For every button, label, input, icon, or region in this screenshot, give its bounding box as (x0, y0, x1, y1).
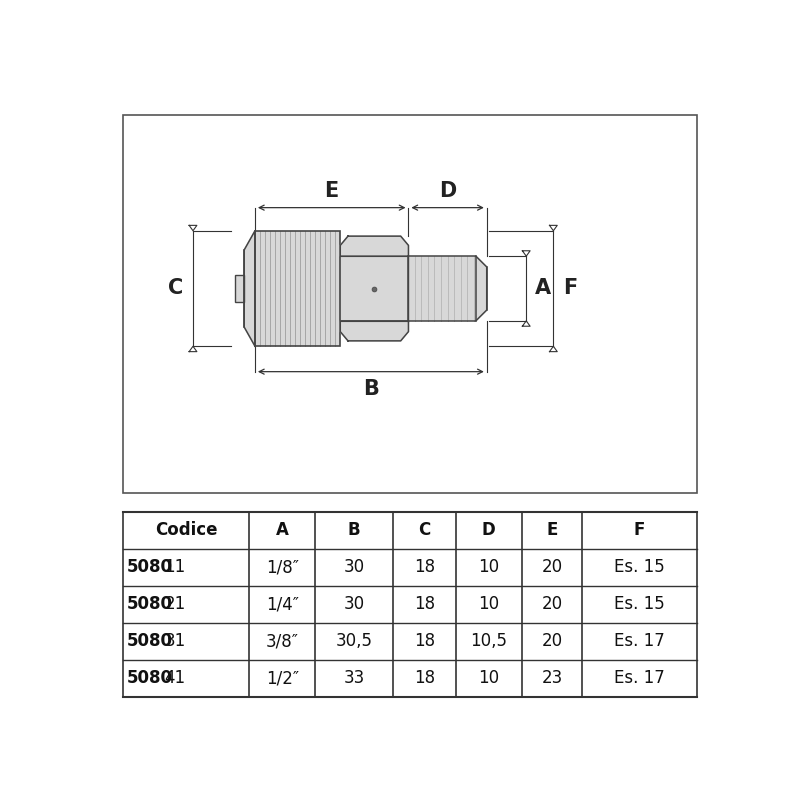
Text: 18: 18 (414, 669, 435, 687)
Text: 41: 41 (164, 669, 186, 687)
Polygon shape (476, 256, 486, 321)
Text: 30,5: 30,5 (335, 632, 373, 650)
Bar (255, 230, 340, 346)
Text: 21: 21 (164, 595, 186, 613)
Text: Es. 15: Es. 15 (614, 558, 665, 576)
Text: 33: 33 (343, 669, 365, 687)
Text: 11: 11 (164, 558, 186, 576)
Bar (235, 274, 244, 302)
Text: 10,5: 10,5 (470, 632, 507, 650)
Text: 1/4″: 1/4″ (266, 595, 299, 613)
Text: F: F (563, 278, 578, 298)
Text: 23: 23 (542, 669, 562, 687)
Bar (123, 512, 697, 697)
Text: D: D (482, 522, 496, 539)
Text: C: C (418, 522, 430, 539)
Text: 10: 10 (478, 558, 499, 576)
Text: Es. 17: Es. 17 (614, 669, 665, 687)
Text: F: F (634, 522, 645, 539)
Text: 31: 31 (164, 632, 186, 650)
Text: 30: 30 (343, 595, 365, 613)
Text: Es. 17: Es. 17 (614, 632, 665, 650)
Text: E: E (546, 522, 558, 539)
Text: 10: 10 (478, 595, 499, 613)
Text: 5080: 5080 (127, 632, 173, 650)
Text: B: B (348, 522, 360, 539)
Text: 30: 30 (343, 558, 365, 576)
Text: 10: 10 (478, 669, 499, 687)
Text: 20: 20 (542, 632, 562, 650)
Text: B: B (363, 378, 379, 398)
Text: 1/8″: 1/8″ (266, 558, 299, 576)
Polygon shape (340, 236, 409, 256)
Text: D: D (439, 181, 456, 201)
Text: C: C (168, 278, 183, 298)
Bar (123, 115, 697, 493)
Bar (409, 256, 476, 321)
Bar (409, 256, 476, 321)
Text: Es. 15: Es. 15 (614, 595, 665, 613)
Text: A: A (535, 278, 551, 298)
Polygon shape (340, 256, 409, 321)
Text: 20: 20 (542, 558, 562, 576)
Text: A: A (276, 522, 289, 539)
Text: 18: 18 (414, 558, 435, 576)
Text: 1/2″: 1/2″ (266, 669, 299, 687)
Polygon shape (244, 230, 255, 346)
Text: 18: 18 (414, 595, 435, 613)
Text: 5080: 5080 (127, 669, 173, 687)
Text: 5080: 5080 (127, 558, 173, 576)
Text: E: E (325, 181, 339, 201)
Text: 5080: 5080 (127, 595, 173, 613)
Text: 3/8″: 3/8″ (266, 632, 299, 650)
Text: 20: 20 (542, 595, 562, 613)
Polygon shape (338, 256, 410, 321)
Text: Codice: Codice (155, 522, 218, 539)
Text: 18: 18 (414, 632, 435, 650)
Bar (255, 230, 340, 346)
Polygon shape (340, 321, 409, 341)
